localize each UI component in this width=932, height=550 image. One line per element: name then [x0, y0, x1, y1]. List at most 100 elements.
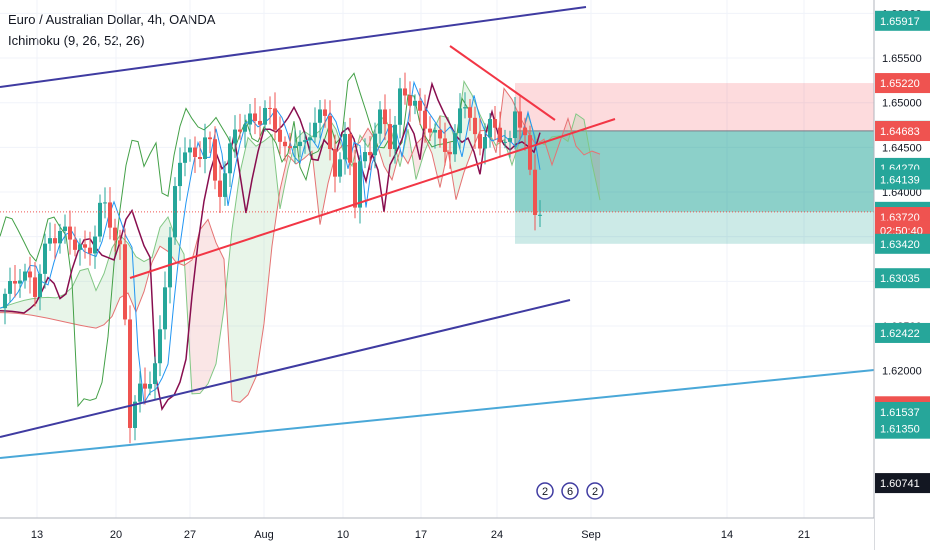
candle-body	[283, 141, 287, 147]
price-badge	[875, 401, 930, 422]
cloud-segment	[136, 256, 144, 312]
candle-body	[118, 240, 122, 245]
candle-body	[308, 137, 312, 141]
candle-body	[493, 119, 497, 128]
candle-body	[383, 109, 387, 125]
cloud-segment	[312, 130, 320, 225]
candle-body	[468, 107, 472, 118]
price-badge-label: 1.63035	[880, 273, 920, 285]
candle-body	[73, 239, 77, 250]
candle-body	[203, 137, 207, 159]
candle-body	[533, 169, 537, 215]
target-zone	[515, 211, 874, 244]
candle-body	[273, 108, 277, 130]
cloud-segment	[64, 287, 72, 324]
candle-body	[78, 244, 82, 250]
candle-body	[198, 157, 202, 159]
x-tick-label: Sep	[581, 529, 601, 541]
rising-trendline	[129, 118, 616, 279]
stop-zone	[515, 83, 874, 131]
candle-body	[208, 137, 212, 140]
candle-body	[258, 120, 262, 125]
candle-body	[243, 124, 247, 132]
price-badge	[875, 10, 930, 31]
candle-body	[418, 100, 422, 111]
candle-body	[43, 243, 47, 274]
candle-body	[68, 226, 72, 240]
price-badge	[875, 233, 930, 254]
candle-body	[498, 127, 502, 143]
channel-upper-line	[0, 6, 587, 88]
candle-body	[293, 146, 297, 148]
candle-body	[523, 127, 527, 136]
cloud-segment	[256, 141, 264, 377]
candle-body	[478, 134, 482, 149]
y-tick-label: 1.65500	[882, 53, 922, 65]
time-axis	[0, 518, 874, 550]
candle-body	[278, 129, 282, 142]
candle-body	[333, 149, 337, 177]
falling-trendline	[449, 45, 556, 121]
candle-body	[178, 162, 182, 187]
candle-body	[443, 138, 447, 152]
x-tick-label: 27	[184, 529, 196, 541]
candle-body	[413, 100, 417, 106]
candle-body	[448, 151, 452, 155]
candle-body	[358, 161, 362, 208]
candle-body	[148, 384, 152, 389]
candle-body	[423, 110, 427, 129]
cloud-segment	[232, 172, 240, 403]
candle-body	[158, 329, 162, 364]
candle-body	[393, 124, 397, 150]
candle-body	[458, 108, 462, 134]
candle-body	[8, 281, 12, 294]
candle-body	[223, 173, 227, 197]
candle-body	[368, 152, 372, 156]
symbol-title[interactable]: Euro / Australian Dollar, 4h, OANDA	[8, 12, 216, 27]
price-badge-label: 1.65220	[880, 78, 920, 90]
candle-body	[508, 138, 512, 142]
cloud-segment	[48, 297, 56, 320]
cloud-segment	[56, 294, 64, 322]
candle-body	[248, 113, 252, 125]
candles	[3, 72, 542, 444]
candle-body	[353, 162, 357, 208]
candle-body	[408, 95, 412, 106]
candle-body	[193, 147, 197, 158]
price-badge	[875, 268, 930, 289]
position-zones	[515, 83, 874, 244]
candle-body	[93, 236, 97, 254]
candle-body	[143, 383, 147, 389]
x-tick-label: 13	[31, 529, 43, 541]
candle-body	[503, 141, 507, 143]
x-tick-label: 21	[798, 529, 810, 541]
profit-zone-filled	[515, 130, 874, 212]
candle-body	[108, 202, 112, 228]
channel-lower-line	[0, 299, 571, 438]
candle-body	[153, 363, 157, 385]
candle-body	[268, 107, 272, 109]
candle-body	[538, 214, 542, 216]
cloud-segment	[264, 134, 272, 324]
candle-body	[128, 319, 132, 428]
x-tick-label: 17	[415, 529, 427, 541]
candle-body	[138, 383, 142, 402]
cloud-segment	[280, 155, 288, 209]
event-marker-label: 2	[592, 486, 598, 498]
candle-body	[103, 202, 107, 204]
candle-body	[83, 244, 87, 248]
candle-body	[233, 129, 237, 144]
candle-body	[513, 111, 517, 139]
cloud-segment	[112, 235, 120, 317]
candle-body	[183, 152, 187, 163]
price-badge	[875, 121, 930, 142]
cloud-segment	[576, 113, 584, 155]
event-markers: 2 6 2	[536, 482, 604, 500]
indicator-label[interactable]: Ichimoku (9, 26, 52, 26)	[8, 33, 145, 48]
candle-body	[263, 107, 267, 125]
x-tick-label: Aug	[254, 529, 274, 541]
candle-body	[373, 133, 377, 156]
candle-body	[218, 180, 222, 197]
